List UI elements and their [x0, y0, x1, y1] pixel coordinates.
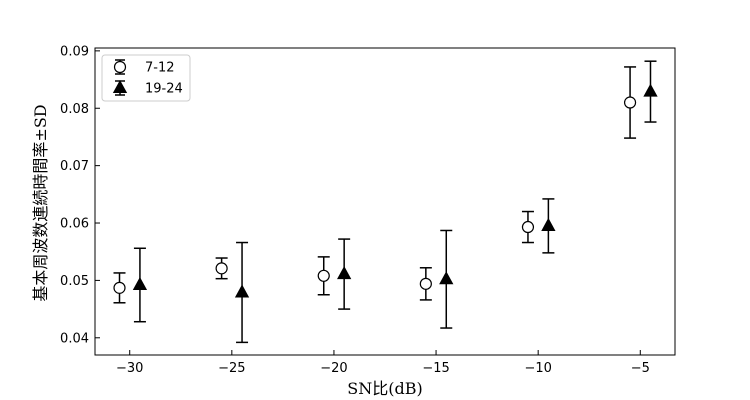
y-tick-label: 0.07 — [60, 159, 89, 174]
plot-area — [94, 47, 676, 356]
y-tick-label: 0.08 — [60, 102, 89, 117]
data-point — [234, 284, 250, 298]
data-point — [113, 281, 126, 294]
data-point — [439, 271, 454, 285]
x-tick-label: −30 — [116, 361, 143, 376]
legend-marker — [112, 79, 128, 94]
x-tick-label: −25 — [218, 361, 245, 376]
y-tick-label: 0.06 — [60, 217, 89, 232]
data-point — [337, 266, 352, 280]
y-tick-label: 0.04 — [60, 331, 89, 346]
legend-marker — [113, 60, 127, 74]
x-tick-label: −5 — [631, 361, 650, 376]
x-axis-ticks: −30 −25 −20 −15 −10 −5 — [116, 350, 650, 376]
series-group — [132, 60, 658, 344]
x-tick-label: −20 — [320, 361, 347, 376]
data-point — [215, 262, 228, 275]
legend: 7-12 19-24 — [101, 54, 191, 102]
data-point — [521, 220, 535, 234]
data-point — [419, 277, 432, 290]
data-point — [643, 83, 658, 97]
data-point — [132, 276, 148, 291]
x-axis-label: SN比(dB) — [347, 379, 422, 398]
x-tick-label: −10 — [524, 361, 551, 376]
x-tick-label: −15 — [422, 361, 449, 376]
y-axis-ticks: 0.04 0.05 0.06 0.07 0.08 0.09 — [60, 44, 100, 346]
data-series — [113, 60, 658, 344]
legend-items: 7-12 19-24 — [112, 59, 183, 97]
data-point — [317, 269, 330, 282]
legend-label: 19-24 — [145, 82, 183, 97]
y-tick-label: 0.05 — [60, 274, 89, 289]
series-group — [113, 66, 637, 304]
y-tick-label: 0.09 — [60, 44, 89, 59]
data-point — [623, 96, 637, 109]
y-axis-label: 基本周波数連続時間率±SD — [31, 104, 50, 301]
data-point — [541, 217, 556, 231]
legend-label: 7-12 — [145, 61, 175, 76]
